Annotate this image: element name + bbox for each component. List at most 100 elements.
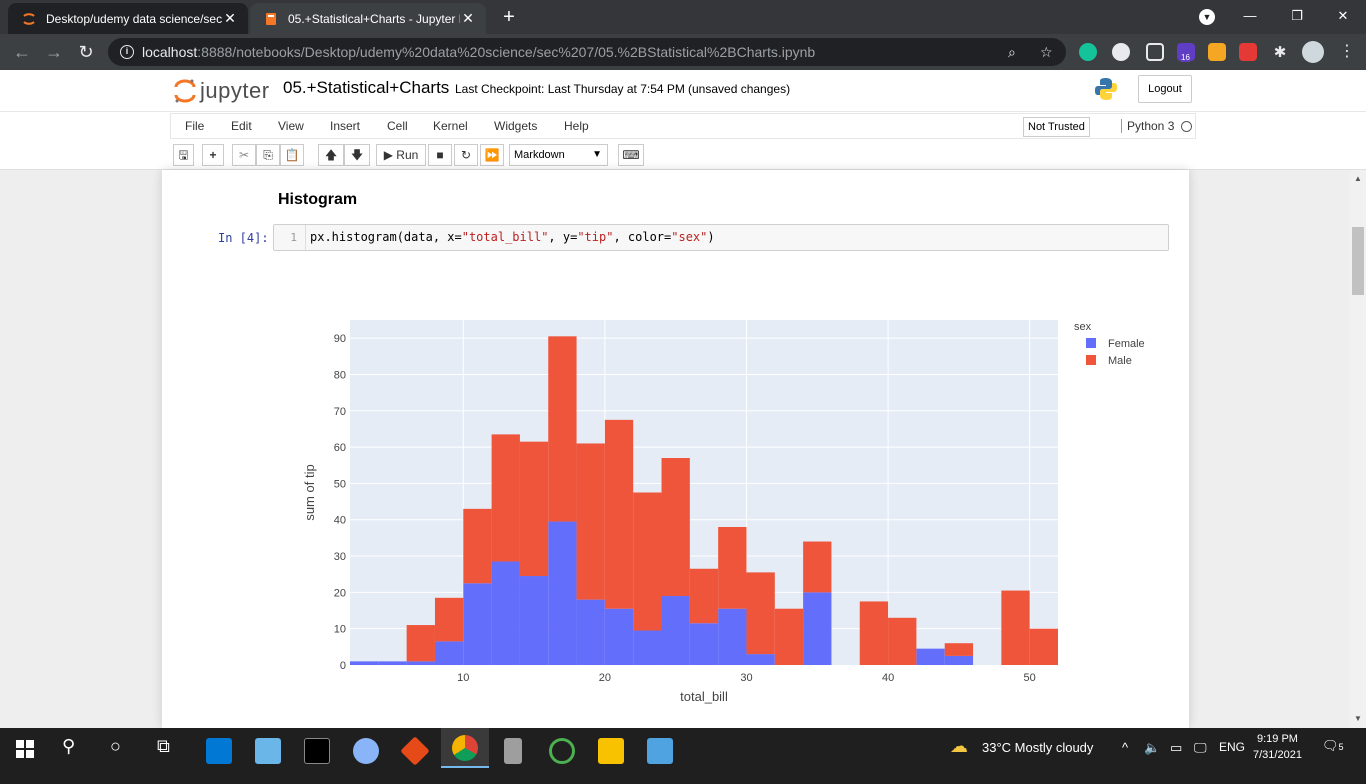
- cut-icon[interactable]: ✂: [232, 144, 256, 166]
- cell-type-select[interactable]: Markdown ▼: [509, 144, 608, 166]
- menu-edit[interactable]: Edit: [231, 119, 252, 133]
- back-icon[interactable]: ←: [13, 42, 31, 62]
- extension-badge-icon[interactable]: 16: [1177, 43, 1195, 62]
- grammarly-extension-icon[interactable]: [1079, 43, 1097, 61]
- menu-kernel[interactable]: Kernel: [433, 119, 468, 133]
- app-taskbar-icon[interactable]: [255, 738, 281, 764]
- windows-start-icon[interactable]: [16, 740, 34, 758]
- move-up-icon[interactable]: 🡅: [318, 144, 344, 166]
- photos-taskbar-icon[interactable]: [647, 738, 673, 764]
- bar-male: [633, 492, 662, 631]
- close-tab-icon[interactable]: ✕: [462, 10, 474, 26]
- bar-male: [434, 597, 464, 642]
- x-tick-label: 30: [740, 672, 752, 684]
- bar-female: [378, 661, 407, 665]
- trust-status-button[interactable]: Not Trusted: [1023, 117, 1090, 137]
- scrollbar-thumb[interactable]: [1352, 227, 1364, 295]
- reload-icon[interactable]: ↻: [78, 42, 94, 62]
- keyboard-shortcuts-icon[interactable]: ⌨: [618, 144, 644, 166]
- move-down-icon[interactable]: 🡇: [344, 144, 370, 166]
- git-taskbar-icon[interactable]: [400, 736, 430, 766]
- page-scrollbar[interactable]: ▲ ▼: [1350, 170, 1366, 728]
- jupyter-logo[interactable]: jupyter: [174, 77, 270, 105]
- bar-female: [519, 576, 549, 665]
- volume-icon[interactable]: 🔈: [1144, 740, 1161, 755]
- run-button[interactable]: ▶ Run: [376, 144, 426, 166]
- browser-tab-strip: Desktop/udemy data science/sec ✕ 05.+Sta…: [0, 0, 1366, 34]
- browser-tab-active[interactable]: 05.+Statistical+Charts - Jupyter N ✕: [250, 3, 486, 34]
- jupyter-logo-icon: [174, 79, 196, 103]
- profile-avatar[interactable]: [1302, 41, 1324, 63]
- search-icon[interactable]: ⚲: [62, 736, 76, 756]
- new-tab-icon[interactable]: +: [503, 6, 515, 28]
- file-explorer-icon[interactable]: [598, 738, 624, 764]
- weather-text[interactable]: 33°C Mostly cloudy: [982, 740, 1094, 755]
- bar-female: [548, 521, 577, 665]
- site-info-icon[interactable]: i: [120, 45, 134, 59]
- network-icon[interactable]: 🖵: [1194, 740, 1207, 755]
- code-cell[interactable]: 1 px.histogram(data, x="total_bill", y="…: [273, 224, 1169, 251]
- task-view-icon[interactable]: ⧉: [157, 736, 170, 756]
- menu-help[interactable]: Help: [564, 119, 589, 133]
- browser-tab-inactive[interactable]: Desktop/udemy data science/sec ✕: [8, 3, 248, 34]
- restore-icon[interactable]: ❐: [1291, 8, 1303, 23]
- notebook-favicon-icon: [266, 12, 276, 25]
- insert-cell-icon[interactable]: +: [202, 144, 224, 166]
- x-tick-label: 40: [882, 672, 894, 684]
- jupyter-favicon-icon: [23, 12, 35, 25]
- extension-icon[interactable]: [1112, 43, 1130, 61]
- menu-insert[interactable]: Insert: [330, 119, 361, 133]
- bookmark-star-icon[interactable]: ☆: [1040, 44, 1053, 60]
- scroll-down-icon[interactable]: ▼: [1354, 714, 1362, 723]
- menu-widgets[interactable]: Widgets: [494, 119, 538, 133]
- code-line[interactable]: px.histogram(data, x="total_bill", y="ti…: [310, 225, 715, 250]
- chrome-taskbar-button[interactable]: [441, 728, 489, 768]
- scroll-up-icon[interactable]: ▲: [1354, 174, 1362, 183]
- y-tick-label: 30: [334, 551, 346, 563]
- weather-icon[interactable]: ☁: [950, 736, 968, 756]
- address-bar[interactable]: i localhost:8888/notebooks/Desktop/udemy…: [108, 38, 1066, 66]
- restart-icon[interactable]: ↻: [454, 144, 478, 166]
- zoom-icon[interactable]: ⌕: [1008, 44, 1016, 60]
- vscode-taskbar-icon[interactable]: [206, 738, 232, 764]
- save-icon[interactable]: 🖫: [173, 144, 194, 166]
- code-string: "total_bill": [461, 230, 549, 244]
- paint-taskbar-icon[interactable]: [353, 738, 379, 764]
- copy-icon[interactable]: ⎘: [256, 144, 280, 166]
- terminal-taskbar-icon[interactable]: [304, 738, 330, 764]
- bar-male: [604, 419, 634, 609]
- app-taskbar-icon[interactable]: [504, 738, 522, 764]
- menu-file[interactable]: File: [185, 119, 205, 133]
- extension-icon[interactable]: [1239, 43, 1257, 61]
- stop-icon[interactable]: ■: [428, 144, 452, 166]
- notebook-name[interactable]: 05.+Statistical+Charts: [283, 78, 450, 97]
- menu-cell[interactable]: Cell: [387, 119, 408, 133]
- forward-icon[interactable]: →: [45, 42, 63, 62]
- puzzle-extensions-icon[interactable]: ✱: [1273, 44, 1287, 61]
- close-window-icon[interactable]: ✕: [1337, 8, 1349, 23]
- menu-view[interactable]: View: [278, 119, 304, 133]
- minimize-icon[interactable]: —: [1243, 8, 1257, 23]
- extension-icon[interactable]: [1208, 43, 1226, 61]
- app-taskbar-icon[interactable]: [549, 738, 575, 764]
- chevron-up-icon[interactable]: ^: [1122, 740, 1129, 755]
- pen-extension-icon[interactable]: [1146, 43, 1164, 61]
- tab-search-icon[interactable]: ▼: [1199, 9, 1215, 25]
- y-tick-label: 90: [334, 333, 346, 345]
- paste-icon[interactable]: 📋: [280, 144, 304, 166]
- code-token: , color=: [613, 230, 672, 244]
- notifications-icon[interactable]: 🗨5: [1322, 738, 1344, 753]
- fast-forward-icon[interactable]: ⏩: [480, 144, 504, 166]
- bar-female: [604, 608, 634, 665]
- clock[interactable]: 9:19 PM 7/31/2021: [1253, 731, 1302, 763]
- language-indicator[interactable]: ENG: [1219, 740, 1246, 754]
- bar-female: [434, 641, 464, 665]
- logout-button[interactable]: Logout: [1138, 75, 1192, 103]
- browser-menu-icon[interactable]: ⋮: [1339, 43, 1355, 60]
- battery-icon[interactable]: ▭: [1170, 740, 1183, 755]
- cortana-icon[interactable]: ○: [110, 736, 121, 756]
- close-tab-icon[interactable]: ✕: [224, 10, 236, 26]
- y-tick-label: 70: [334, 406, 346, 418]
- histogram-chart[interactable]: 0 10 20 30 40 50 60 70 80 90 10 20 30 40 50 total_bill s…: [300, 316, 1300, 736]
- autosave-status: (unsaved changes): [688, 82, 791, 96]
